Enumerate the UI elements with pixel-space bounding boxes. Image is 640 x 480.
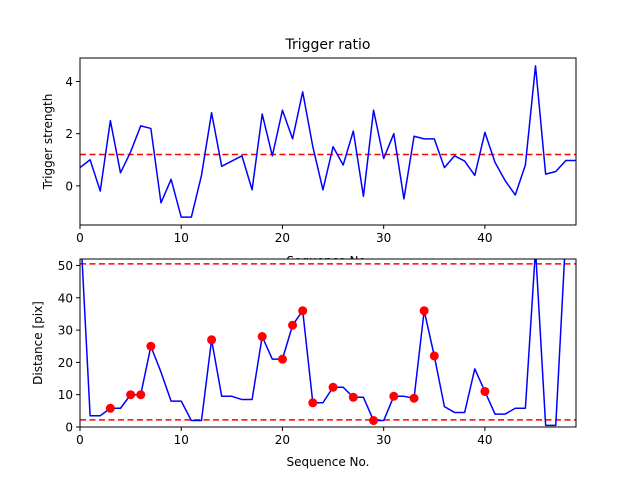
data-point-marker [328, 382, 338, 392]
x-tick-label: 20 [275, 231, 290, 245]
x-tick-label: 10 [174, 433, 189, 447]
data-point-marker [409, 393, 419, 403]
plot-area [80, 259, 576, 427]
x-tick-label: 0 [76, 433, 84, 447]
data-point-marker [126, 390, 136, 400]
x-tick-label: 30 [376, 231, 391, 245]
y-tick-label: 0 [65, 421, 73, 435]
data-point-marker [419, 306, 429, 316]
x-tick-label: 20 [275, 433, 290, 447]
x-tick-label: 40 [477, 433, 492, 447]
y-tick-label: 0 [65, 179, 73, 193]
data-point-marker [146, 341, 156, 351]
x-tick-label: 0 [76, 231, 84, 245]
x-tick-label: 40 [477, 231, 492, 245]
y-tick-label: 40 [58, 291, 73, 305]
data-point-marker [105, 403, 115, 413]
chart-title: Trigger ratio [284, 37, 370, 53]
data-point-marker [136, 390, 146, 400]
y-axis-label: Trigger strength [41, 94, 55, 191]
data-point-marker [257, 332, 267, 342]
data-point-marker [277, 354, 287, 364]
x-axis-label: Sequence No. [287, 455, 370, 469]
plot-area [80, 58, 576, 225]
x-tick-label: 30 [376, 433, 391, 447]
y-tick-label: 30 [58, 324, 73, 338]
data-point-marker [348, 392, 358, 402]
data-point-marker [308, 398, 318, 408]
y-axis-label: Distance [pix] [31, 301, 45, 385]
data-point-marker [288, 320, 298, 330]
series-line [81, 259, 566, 427]
data-point-marker [369, 416, 379, 426]
plot-frame [79, 258, 577, 428]
y-tick-label: 50 [58, 259, 73, 273]
series-line [80, 65, 576, 218]
x-tick-label: 10 [174, 231, 189, 245]
data-point-marker [298, 306, 308, 316]
data-point-marker [480, 386, 490, 396]
distance-chart: 0 10 20 30 40 0 10 20 30 40 50 Sequence No. Dista… [31, 258, 577, 469]
plot-frame [79, 57, 577, 226]
y-tick-label: 2 [65, 127, 73, 141]
y-tick-label: 20 [58, 356, 73, 370]
data-point-marker [429, 351, 439, 361]
y-tick-label: 4 [65, 75, 73, 89]
data-point-marker [389, 391, 399, 401]
data-point-marker [207, 335, 217, 345]
y-tick-label: 10 [58, 388, 73, 402]
